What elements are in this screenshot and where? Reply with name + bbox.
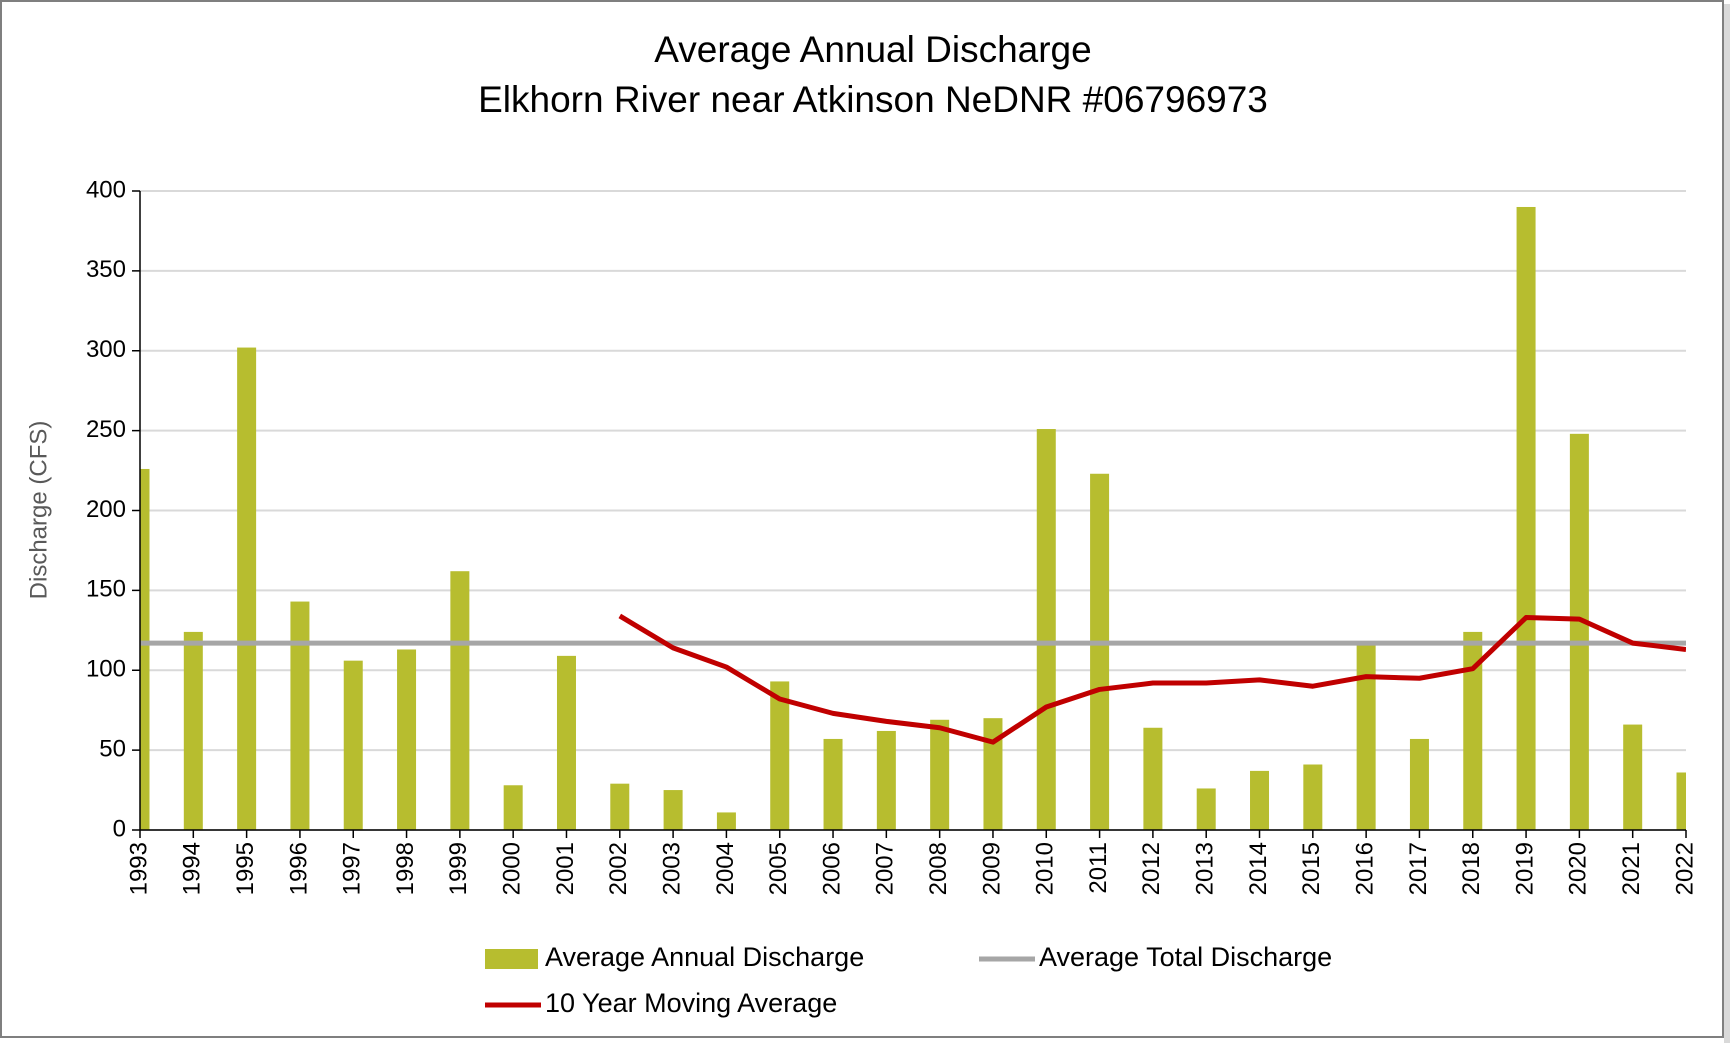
x-tick-label: 1994 (179, 842, 206, 895)
x-tick-label: 2002 (605, 842, 632, 895)
x-tick-label: 1998 (392, 842, 419, 895)
bar (1196, 788, 1216, 830)
bar (1516, 206, 1536, 831)
x-tick-label: 2014 (1245, 842, 1272, 895)
x-tick-label: 2001 (552, 842, 579, 895)
y-tick-label: 250 (86, 416, 126, 443)
bar (1356, 643, 1376, 830)
x-tick-label: 2009 (978, 842, 1005, 895)
x-tick-label: 1997 (339, 842, 366, 895)
bar (397, 649, 417, 830)
bar (770, 681, 790, 830)
x-tick-label: 2022 (1671, 842, 1698, 895)
bar (1143, 727, 1163, 830)
plot-area (140, 206, 1686, 831)
x-tick-label: 2011 (1085, 842, 1112, 894)
bar (1036, 429, 1056, 830)
bar (1676, 772, 1686, 830)
bar (663, 790, 683, 830)
x-tick-label: 2021 (1618, 842, 1645, 895)
bar (1090, 473, 1110, 830)
legend-label: Average Total Discharge (1039, 942, 1332, 972)
legend-label: Average Annual Discharge (545, 942, 864, 972)
chart-title: Average Annual Discharge (654, 29, 1091, 70)
bar (1463, 631, 1483, 830)
x-tick-label: 1995 (232, 842, 259, 895)
x-tick-label: 2003 (658, 842, 685, 895)
bar (930, 719, 950, 830)
bar (876, 730, 896, 830)
bar (1623, 724, 1643, 830)
y-tick-label: 350 (86, 256, 126, 283)
x-tick-label: 2017 (1405, 842, 1432, 895)
x-tick-label: 2015 (1298, 842, 1325, 895)
bar (1569, 433, 1589, 830)
x-tick-label: 2019 (1511, 842, 1538, 895)
x-tick-label: 1996 (285, 842, 312, 895)
bar (610, 783, 630, 830)
bar (1409, 738, 1429, 830)
x-tick-label: 2006 (818, 842, 845, 895)
chart-subtitle: Elkhorn River near Atkinson NeDNR #06796… (478, 79, 1268, 120)
x-tick-label: 2004 (712, 842, 739, 895)
bar (823, 738, 843, 830)
bar (343, 660, 363, 830)
y-tick-label: 150 (86, 576, 126, 603)
bar (237, 347, 257, 830)
y-tick-label: 400 (86, 176, 126, 203)
x-tick-label: 1993 (125, 842, 152, 895)
legend-swatch (485, 949, 538, 969)
legend: Average Annual Discharge Average Total Di… (485, 942, 1332, 1018)
bar (983, 718, 1003, 830)
legend-label: 10 Year Moving Average (545, 988, 837, 1018)
x-tick-label: 2020 (1565, 842, 1592, 895)
y-tick-label: 0 (113, 815, 126, 842)
bar (450, 571, 470, 830)
bar (140, 468, 150, 830)
bar (556, 655, 576, 830)
line-series (618, 613, 1686, 745)
y-tick-label: 100 (86, 656, 126, 683)
bar (503, 785, 523, 830)
x-tick-label: 2005 (765, 842, 792, 895)
y-tick-label: 300 (86, 336, 126, 363)
x-tick-label: 1999 (445, 842, 472, 895)
axes: 0 50 100 150 200 250 300 350 400 1993 1994 1995 1996… (86, 176, 1698, 895)
x-tick-label: 2013 (1192, 842, 1219, 895)
frame-shadow (1724, 4, 1730, 1043)
bar (290, 601, 310, 830)
bar (1250, 770, 1270, 830)
y-tick-label: 200 (86, 496, 126, 523)
bar (716, 812, 736, 830)
bar (1303, 764, 1323, 830)
y-tick-label: 50 (99, 735, 126, 762)
x-tick-label: 2000 (499, 842, 526, 895)
x-tick-label: 2016 (1351, 842, 1378, 895)
x-tick-label: 2008 (925, 842, 952, 895)
x-tick-label: 2010 (1032, 842, 1059, 895)
x-tick-label: 2018 (1458, 842, 1485, 895)
x-tick-label: 2012 (1138, 842, 1165, 895)
bar (183, 631, 203, 830)
y-axis-label: Discharge (CFS) (25, 421, 52, 600)
x-tick-label: 2007 (872, 842, 899, 895)
